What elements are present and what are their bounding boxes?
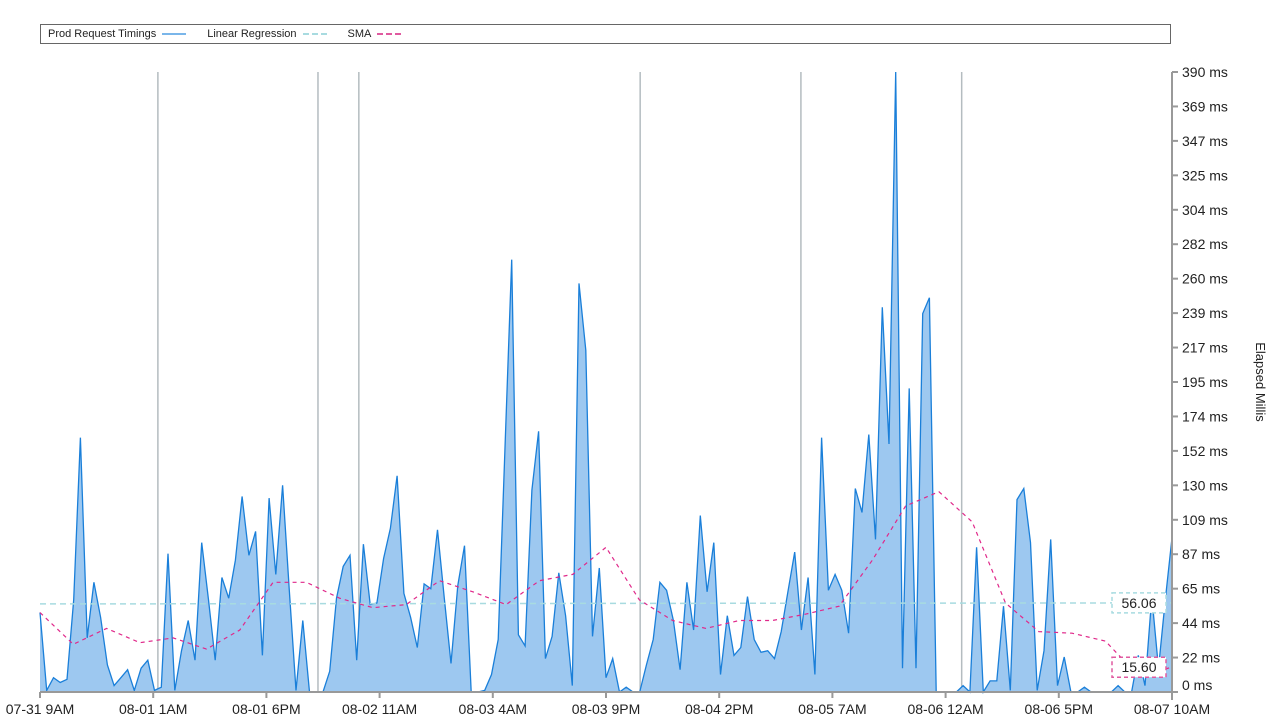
y-axis-label: Elapsed Millis xyxy=(1253,342,1268,422)
y-tick-label: 325 ms xyxy=(1182,167,1228,183)
x-tick-label: 08-01 6PM xyxy=(232,701,300,717)
y-tick-label: 195 ms xyxy=(1182,374,1228,390)
legend-label-sma: SMA xyxy=(347,28,372,40)
y-tick-label: 347 ms xyxy=(1182,133,1228,149)
legend-swatch-solid xyxy=(162,33,187,35)
y-tick-label: 369 ms xyxy=(1182,98,1228,114)
legend-label-regression: Linear Regression xyxy=(207,28,297,40)
regression-end-label: 56.06 xyxy=(1121,595,1156,611)
y-tick-label: 65 ms xyxy=(1182,581,1220,597)
y-tick-label: 130 ms xyxy=(1182,477,1228,493)
x-tick-label: 08-07 10AM xyxy=(1134,701,1210,717)
y-tick-label: 44 ms xyxy=(1182,615,1220,631)
legend-item-timings[interactable]: Prod Request Timings xyxy=(48,28,187,40)
y-tick-label: 304 ms xyxy=(1182,202,1228,218)
y-tick-label: 87 ms xyxy=(1182,546,1220,562)
timings-line xyxy=(39,71,1173,695)
sma-end-label-box xyxy=(1111,656,1167,678)
legend-swatch-dashed xyxy=(377,33,402,35)
y-tick-label: 390 ms xyxy=(1182,64,1228,80)
y-tick-label: 260 ms xyxy=(1182,271,1228,287)
x-tick-label: 07-31 9AM xyxy=(6,701,74,717)
chart-legend: Prod Request Timings Linear Regression S… xyxy=(40,24,1171,44)
x-tick-label: 08-01 1AM xyxy=(119,701,187,717)
y-tick-label: 217 ms xyxy=(1182,340,1228,356)
y-tick-label: 22 ms xyxy=(1182,650,1220,666)
x-tick-label: 08-03 4AM xyxy=(459,701,527,717)
y-tick-label: 174 ms xyxy=(1182,408,1228,424)
y-tick-label: 109 ms xyxy=(1182,512,1228,528)
timings-area xyxy=(40,72,1172,692)
regression-line xyxy=(39,602,1173,605)
y-tick-label: 282 ms xyxy=(1182,236,1228,252)
legend-item-regression[interactable]: Linear Regression xyxy=(207,28,327,40)
legend-label-timings: Prod Request Timings xyxy=(48,28,157,40)
y-tick-label: 239 ms xyxy=(1182,305,1228,321)
legend-swatch-dashed xyxy=(302,33,327,35)
x-tick-label: 08-02 11AM xyxy=(342,701,417,717)
sma-line xyxy=(39,490,1173,677)
x-tick-label: 08-06 5PM xyxy=(1025,701,1093,717)
sma-end-label: 15.60 xyxy=(1121,659,1156,675)
legend-item-sma[interactable]: SMA xyxy=(348,28,402,40)
y-tick-label: 152 ms xyxy=(1182,443,1228,459)
regression-end-label-box xyxy=(1111,592,1167,614)
x-tick-label: 08-06 12AM xyxy=(907,701,983,717)
x-tick-label: 08-05 7AM xyxy=(798,701,866,717)
y-tick-label: 0 ms xyxy=(1182,677,1212,693)
x-tick-label: 08-04 2PM xyxy=(685,701,753,717)
x-tick-label: 08-03 9PM xyxy=(572,701,640,717)
